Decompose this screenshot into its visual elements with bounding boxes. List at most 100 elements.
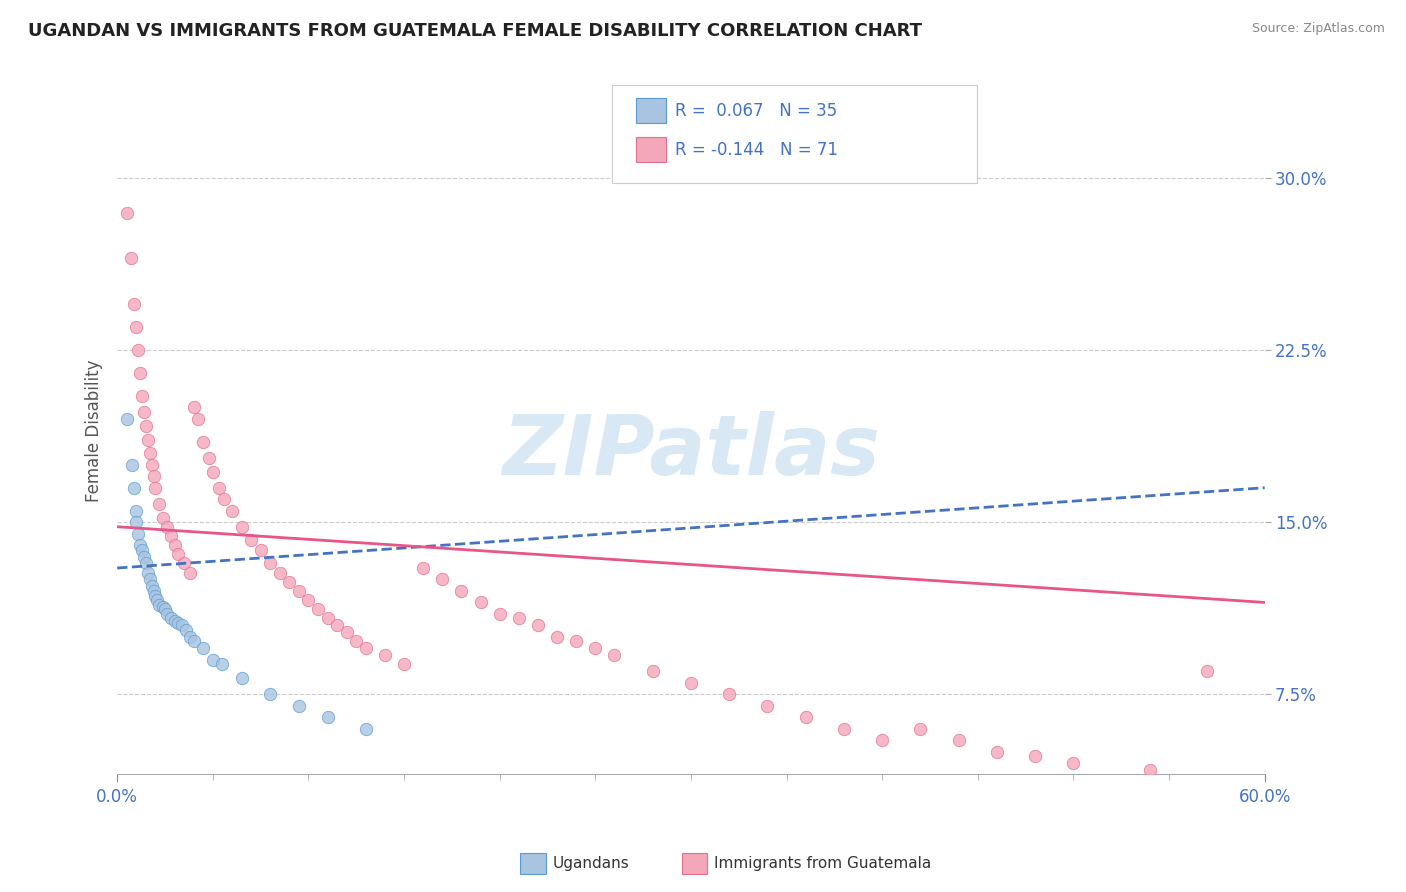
Point xyxy=(336,625,359,640)
Point xyxy=(159,611,181,625)
Text: Immigrants from Guatemala: Immigrants from Guatemala xyxy=(714,856,932,871)
Point xyxy=(910,722,932,736)
Point xyxy=(125,515,148,529)
Point xyxy=(132,549,155,564)
Point xyxy=(124,297,146,311)
Point xyxy=(297,593,319,607)
Point xyxy=(278,574,301,589)
Point xyxy=(269,566,291,580)
Point xyxy=(145,481,167,495)
Point xyxy=(316,611,339,625)
Text: UGANDAN VS IMMIGRANTS FROM GUATEMALA FEMALE DISABILITY CORRELATION CHART: UGANDAN VS IMMIGRANTS FROM GUATEMALA FEM… xyxy=(28,22,922,40)
Point xyxy=(392,657,415,672)
Point xyxy=(231,520,253,534)
Point xyxy=(211,657,233,672)
Point xyxy=(159,529,181,543)
Point xyxy=(136,433,159,447)
Point xyxy=(288,698,311,713)
Point xyxy=(249,542,271,557)
Point xyxy=(131,542,153,557)
Point xyxy=(259,687,281,701)
Point xyxy=(136,566,159,580)
Point xyxy=(152,600,174,615)
Point xyxy=(145,589,167,603)
Point xyxy=(142,584,165,599)
Point xyxy=(288,584,311,599)
Point xyxy=(183,401,205,415)
Point xyxy=(450,584,472,599)
Point xyxy=(546,630,568,644)
Point xyxy=(153,602,176,616)
Point xyxy=(141,579,163,593)
Point xyxy=(207,481,229,495)
Point xyxy=(1139,763,1161,777)
Point xyxy=(115,205,138,219)
Point xyxy=(354,641,377,656)
Text: Source: ZipAtlas.com: Source: ZipAtlas.com xyxy=(1251,22,1385,36)
Text: Ugandans: Ugandans xyxy=(553,856,630,871)
Point xyxy=(214,492,236,507)
Point xyxy=(141,458,163,472)
Point xyxy=(432,573,454,587)
Point xyxy=(124,481,146,495)
Point xyxy=(948,733,970,747)
Point xyxy=(641,665,664,679)
Point xyxy=(172,618,194,632)
Point xyxy=(132,405,155,419)
Point xyxy=(316,710,339,724)
Point xyxy=(138,573,160,587)
Point xyxy=(870,733,893,747)
Point xyxy=(718,687,741,701)
Point xyxy=(1197,665,1219,679)
Y-axis label: Female Disability: Female Disability xyxy=(86,359,103,501)
Point xyxy=(156,607,179,621)
Point xyxy=(167,547,190,561)
Point xyxy=(603,648,626,663)
Text: ZIPatlas: ZIPatlas xyxy=(502,410,880,491)
Point xyxy=(115,412,138,426)
Point xyxy=(508,611,530,625)
Point xyxy=(163,538,186,552)
Point xyxy=(354,722,377,736)
Point xyxy=(307,602,329,616)
Point xyxy=(173,557,195,571)
Point xyxy=(986,744,1008,758)
Point xyxy=(198,450,221,465)
Point xyxy=(583,641,606,656)
Point xyxy=(259,557,281,571)
Point xyxy=(146,593,169,607)
Point xyxy=(127,526,149,541)
Point xyxy=(174,623,197,637)
Point xyxy=(412,561,434,575)
Point xyxy=(120,252,142,266)
Point xyxy=(131,389,153,403)
Point xyxy=(201,465,224,479)
Point xyxy=(125,320,148,334)
Text: R =  0.067   N = 35: R = 0.067 N = 35 xyxy=(675,102,837,120)
Point xyxy=(374,648,396,663)
Point xyxy=(1062,756,1084,770)
Point xyxy=(527,618,550,632)
Point xyxy=(148,497,170,511)
Point xyxy=(138,446,160,460)
Point xyxy=(148,598,170,612)
Point xyxy=(127,343,149,358)
Point xyxy=(231,671,253,685)
Point xyxy=(186,412,208,426)
Point xyxy=(221,504,243,518)
Point xyxy=(756,698,779,713)
Point xyxy=(832,722,855,736)
Point xyxy=(201,653,224,667)
Text: R = -0.144   N = 71: R = -0.144 N = 71 xyxy=(675,141,838,159)
Point xyxy=(326,618,349,632)
Point xyxy=(240,533,263,548)
Point xyxy=(1024,749,1046,764)
Point xyxy=(135,557,157,571)
Point xyxy=(152,510,174,524)
Point xyxy=(167,616,190,631)
Point xyxy=(156,520,179,534)
Point xyxy=(142,469,165,483)
Point xyxy=(470,595,492,609)
Point xyxy=(679,675,702,690)
Point xyxy=(193,641,215,656)
